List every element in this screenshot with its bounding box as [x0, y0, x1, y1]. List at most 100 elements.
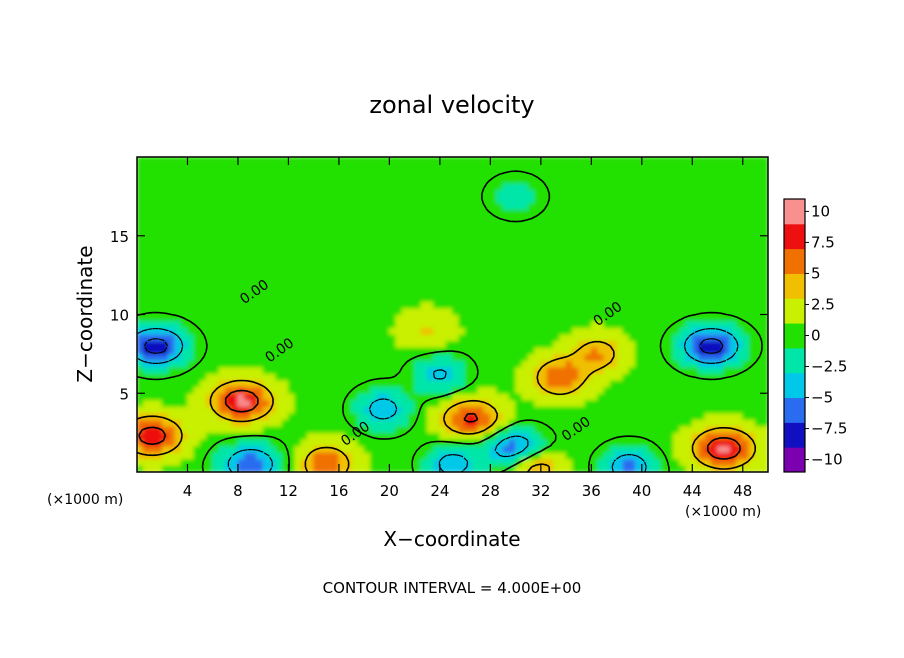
field-cell: [433, 261, 441, 269]
field-cell: [243, 379, 251, 388]
field-cell: [168, 360, 176, 368]
field-cell: [540, 235, 548, 243]
field-cell: [565, 215, 573, 224]
field-cell: [168, 465, 176, 472]
field-cell: [319, 327, 327, 335]
field-cell: [483, 360, 491, 368]
field-cell: [660, 412, 668, 420]
field-cell: [142, 294, 151, 302]
field-cell: [742, 379, 750, 388]
field-cell: [155, 399, 163, 407]
field-cell: [319, 202, 327, 210]
field-cell: [237, 222, 245, 230]
field-cell: [168, 281, 176, 289]
field-cell: [754, 268, 763, 276]
field-cell: [736, 182, 744, 191]
field-cell: [489, 182, 498, 191]
field-cell: [168, 392, 176, 401]
field-cell: [515, 169, 523, 178]
field-cell: [382, 386, 390, 394]
field-cell: [306, 366, 315, 374]
field-cell: [212, 438, 220, 447]
field-cell: [590, 386, 599, 394]
field-cell: [161, 255, 169, 263]
field-cell: [553, 261, 561, 269]
field-cell: [433, 353, 441, 361]
field-cell: [508, 340, 516, 348]
field-cell: [628, 458, 636, 466]
field-cell: [717, 255, 725, 263]
field-cell: [647, 353, 655, 361]
field-cell: [761, 314, 768, 322]
field-cell: [666, 379, 674, 388]
field-cell: [256, 294, 264, 302]
field-cell: [351, 465, 359, 472]
field-cell: [483, 432, 491, 440]
field-cell: [212, 281, 220, 289]
field-cell: [199, 307, 207, 315]
field-cell: [306, 307, 315, 315]
field-cell: [578, 163, 586, 171]
field-cell: [748, 346, 756, 355]
field-cell: [161, 281, 169, 289]
field-cell: [704, 346, 712, 355]
field-cell: [300, 399, 308, 407]
field-cell: [553, 241, 561, 250]
field-cell: [723, 261, 731, 269]
field-cell: [660, 255, 668, 263]
field-cell: [407, 202, 416, 210]
field-cell: [546, 176, 554, 184]
field-cell: [471, 307, 479, 315]
field-cell: [710, 300, 718, 309]
field-cell: [578, 373, 586, 381]
field-cell: [288, 281, 296, 289]
field-cell: [654, 300, 662, 309]
field-cell: [281, 392, 289, 401]
field-cell: [439, 379, 447, 388]
field-cell: [717, 222, 725, 230]
field-cell: [521, 419, 529, 427]
field-cell: [281, 268, 289, 276]
field-cell: [502, 268, 510, 276]
field-cell: [723, 379, 731, 388]
field-cell: [357, 195, 365, 204]
field-cell: [471, 346, 479, 355]
field-cell: [521, 294, 529, 302]
field-cell: [256, 373, 264, 381]
field-cell: [515, 333, 523, 342]
field-cell: [332, 379, 340, 388]
field-cell: [161, 300, 169, 309]
field-cell: [142, 445, 151, 453]
field-cell: [616, 307, 624, 315]
field-cell: [206, 255, 214, 263]
field-cell: [622, 419, 630, 427]
field-cell: [212, 333, 220, 342]
field-cell: [237, 327, 245, 335]
field-cell: [590, 360, 599, 368]
field-cell: [445, 399, 453, 407]
field-cell: [502, 307, 510, 315]
field-cell: [389, 163, 397, 171]
field-cell: [559, 432, 567, 440]
field-cell: [338, 300, 346, 309]
field-cell: [452, 432, 460, 440]
field-cell: [363, 314, 371, 322]
field-cell: [666, 287, 674, 296]
field-cell: [534, 419, 542, 427]
field-cell: [395, 425, 403, 434]
field-cell: [546, 405, 554, 414]
field-cell: [685, 346, 693, 355]
field-cell: [382, 215, 390, 224]
field-cell: [420, 405, 428, 414]
field-cell: [256, 314, 264, 322]
field-cell: [313, 425, 321, 434]
field-cell: [691, 287, 699, 296]
field-cell: [628, 379, 636, 388]
field-cell: [603, 182, 611, 191]
field-cell: [142, 287, 151, 296]
field-cell: [161, 333, 169, 342]
field-cell: [458, 327, 466, 335]
field-cell: [357, 366, 365, 374]
field-cell: [654, 176, 662, 184]
field-cell: [294, 228, 302, 237]
